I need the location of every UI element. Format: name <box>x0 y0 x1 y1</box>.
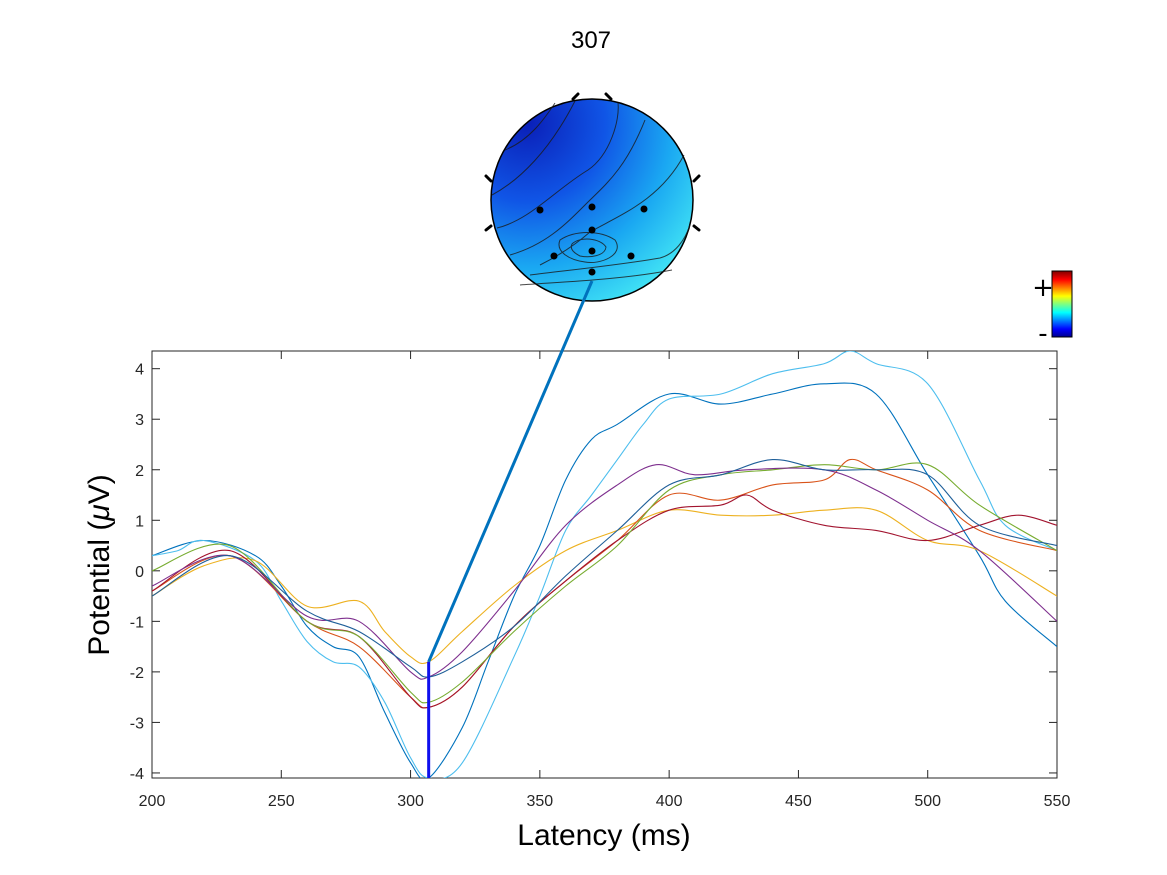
y-tick-label: 4 <box>135 362 144 379</box>
series-line-3 <box>152 507 1057 665</box>
x-tick-label: 450 <box>785 793 812 810</box>
electrode-markers <box>536 203 648 276</box>
y-tick-label: -1 <box>130 614 144 631</box>
x-tick-label: 400 <box>656 793 683 810</box>
ears <box>484 174 701 232</box>
colorbar-minus-label: - <box>1038 319 1047 349</box>
series-line-8 <box>152 459 1057 678</box>
y-axis-label: Potential (μV) <box>83 474 116 656</box>
colorbar-gradient <box>1051 270 1073 338</box>
topomap-connector-line <box>427 280 594 663</box>
colorbar: + - <box>1032 270 1073 349</box>
y-tick-label: -3 <box>130 715 144 732</box>
y-tick-label: 2 <box>135 463 144 480</box>
y-axis-label-mu: μ <box>83 504 116 521</box>
x-tick-label: 550 <box>1044 793 1071 810</box>
y-tick-label: 0 <box>135 564 144 581</box>
scalp-topography <box>484 92 701 302</box>
x-axis-label: Latency (ms) <box>517 819 690 852</box>
y-axis-label-prefix: Potential ( <box>83 521 116 656</box>
plot-area <box>151 350 1058 779</box>
y-tick-label: 1 <box>135 513 144 530</box>
series-lines <box>152 351 1057 778</box>
y-tick-label: 3 <box>135 412 144 429</box>
y-axis-label-suffix: V) <box>83 474 116 504</box>
y-tick-label: -2 <box>130 665 144 682</box>
series-line-4 <box>152 458 1057 709</box>
latency-marker <box>427 280 594 778</box>
y-tick-label: -4 <box>130 766 144 783</box>
x-tick-label: 500 <box>914 793 941 810</box>
series-line-1 <box>152 382 1057 778</box>
series-line-6 <box>152 462 1057 704</box>
x-tick-label: 300 <box>397 793 424 810</box>
colorbar-plus-label: + <box>1032 273 1054 303</box>
nose <box>571 92 613 101</box>
series-line-7 <box>152 464 1057 680</box>
contour-lines <box>491 100 691 286</box>
x-tick-label: 250 <box>268 793 295 810</box>
x-tick-label: 200 <box>139 793 166 810</box>
x-tick-label: 350 <box>527 793 554 810</box>
axis-ticks: 200 250 300 350 400 450 500 550 -4 -3 -2 -1 0 1 2 3 4 <box>130 351 1071 810</box>
series-line-2 <box>152 351 1057 778</box>
chart-title: 307 <box>571 27 611 54</box>
head-outline <box>490 98 694 302</box>
